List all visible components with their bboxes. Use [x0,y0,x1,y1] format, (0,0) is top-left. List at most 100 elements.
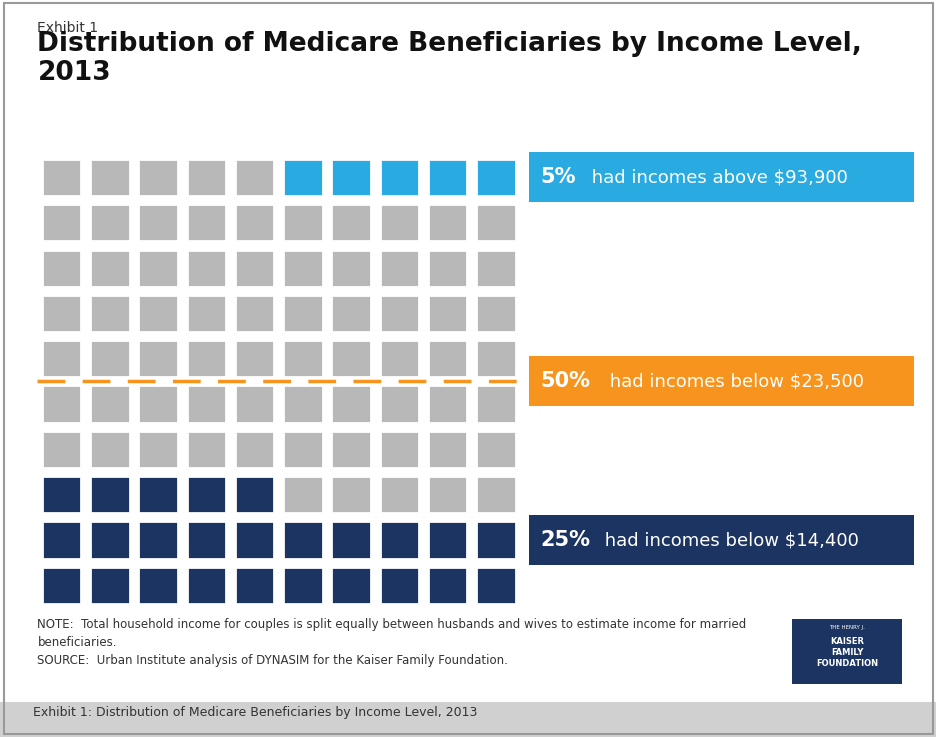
FancyBboxPatch shape [186,159,226,196]
FancyBboxPatch shape [428,295,467,332]
Text: THE HENRY J.: THE HENRY J. [828,626,864,630]
FancyBboxPatch shape [428,385,467,422]
FancyBboxPatch shape [42,295,81,332]
FancyBboxPatch shape [283,476,322,513]
FancyBboxPatch shape [331,522,371,559]
FancyBboxPatch shape [139,431,178,468]
FancyBboxPatch shape [283,567,322,604]
Text: Distribution of Medicare Beneficiaries by Income Level,
2013: Distribution of Medicare Beneficiaries b… [37,31,861,86]
FancyBboxPatch shape [331,476,371,513]
FancyBboxPatch shape [90,385,129,422]
Text: 50%: 50% [540,371,590,391]
FancyBboxPatch shape [379,204,418,241]
FancyBboxPatch shape [529,357,913,407]
FancyBboxPatch shape [475,385,515,422]
FancyBboxPatch shape [42,340,81,377]
FancyBboxPatch shape [379,567,418,604]
FancyBboxPatch shape [186,431,226,468]
FancyBboxPatch shape [379,295,418,332]
FancyBboxPatch shape [42,159,81,196]
FancyBboxPatch shape [529,515,913,565]
FancyBboxPatch shape [331,159,371,196]
FancyBboxPatch shape [90,567,129,604]
FancyBboxPatch shape [331,431,371,468]
FancyBboxPatch shape [186,340,226,377]
FancyBboxPatch shape [235,385,274,422]
FancyBboxPatch shape [186,295,226,332]
FancyBboxPatch shape [235,567,274,604]
FancyBboxPatch shape [428,567,467,604]
FancyBboxPatch shape [475,295,515,332]
FancyBboxPatch shape [791,619,901,684]
FancyBboxPatch shape [235,476,274,513]
FancyBboxPatch shape [283,431,322,468]
FancyBboxPatch shape [475,522,515,559]
FancyBboxPatch shape [283,340,322,377]
Text: Exhibit 1: Exhibit 1 [37,21,98,35]
FancyBboxPatch shape [42,431,81,468]
FancyBboxPatch shape [428,204,467,241]
FancyBboxPatch shape [139,250,178,287]
FancyBboxPatch shape [42,250,81,287]
FancyBboxPatch shape [186,476,226,513]
FancyBboxPatch shape [235,295,274,332]
FancyBboxPatch shape [283,250,322,287]
FancyBboxPatch shape [283,295,322,332]
FancyBboxPatch shape [235,431,274,468]
FancyBboxPatch shape [428,340,467,377]
FancyBboxPatch shape [235,250,274,287]
FancyBboxPatch shape [235,340,274,377]
FancyBboxPatch shape [283,385,322,422]
Text: had incomes below $23,500: had incomes below $23,500 [604,372,863,391]
FancyBboxPatch shape [331,340,371,377]
FancyBboxPatch shape [90,250,129,287]
FancyBboxPatch shape [475,476,515,513]
FancyBboxPatch shape [42,567,81,604]
FancyBboxPatch shape [42,385,81,422]
FancyBboxPatch shape [235,522,274,559]
FancyBboxPatch shape [90,476,129,513]
FancyBboxPatch shape [186,522,226,559]
FancyBboxPatch shape [139,159,178,196]
FancyBboxPatch shape [331,250,371,287]
FancyBboxPatch shape [90,204,129,241]
FancyBboxPatch shape [42,476,81,513]
FancyBboxPatch shape [475,250,515,287]
FancyBboxPatch shape [139,340,178,377]
FancyBboxPatch shape [428,476,467,513]
FancyBboxPatch shape [186,204,226,241]
FancyBboxPatch shape [428,431,467,468]
FancyBboxPatch shape [90,340,129,377]
FancyBboxPatch shape [529,153,913,203]
FancyBboxPatch shape [186,250,226,287]
Text: Exhibit 1: Distribution of Medicare Beneficiaries by Income Level, 2013: Exhibit 1: Distribution of Medicare Bene… [33,706,476,719]
FancyBboxPatch shape [475,340,515,377]
Text: had incomes below $14,400: had incomes below $14,400 [598,531,857,549]
FancyBboxPatch shape [428,522,467,559]
Text: 25%: 25% [540,530,590,550]
FancyBboxPatch shape [90,522,129,559]
FancyBboxPatch shape [186,567,226,604]
FancyBboxPatch shape [90,431,129,468]
Text: 5%: 5% [540,167,576,187]
Text: had incomes above $93,900: had incomes above $93,900 [585,169,846,186]
FancyBboxPatch shape [235,159,274,196]
FancyBboxPatch shape [475,204,515,241]
FancyBboxPatch shape [139,567,178,604]
FancyBboxPatch shape [379,250,418,287]
FancyBboxPatch shape [428,250,467,287]
FancyBboxPatch shape [331,385,371,422]
FancyBboxPatch shape [379,522,418,559]
FancyBboxPatch shape [379,431,418,468]
FancyBboxPatch shape [379,159,418,196]
FancyBboxPatch shape [428,159,467,196]
FancyBboxPatch shape [283,522,322,559]
FancyBboxPatch shape [139,204,178,241]
FancyBboxPatch shape [331,295,371,332]
FancyBboxPatch shape [139,522,178,559]
FancyBboxPatch shape [0,702,936,737]
FancyBboxPatch shape [331,204,371,241]
FancyBboxPatch shape [379,340,418,377]
Text: NOTE:  Total household income for couples is split equally between husbands and : NOTE: Total household income for couples… [37,618,746,666]
FancyBboxPatch shape [475,159,515,196]
